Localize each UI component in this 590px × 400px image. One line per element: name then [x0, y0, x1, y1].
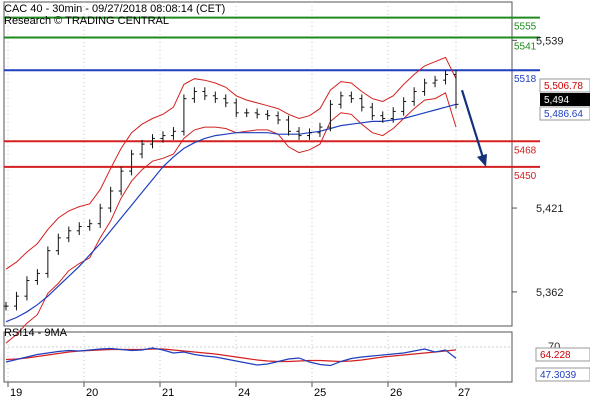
price-badge-value: 5,506.78 [544, 81, 583, 92]
grid-lines [7, 2, 457, 382]
price-bar [160, 131, 166, 143]
price-badge-box [540, 93, 590, 106]
price-bar [118, 166, 124, 196]
price-bar [223, 94, 229, 108]
price-bar [170, 127, 176, 140]
price-bar [66, 226, 72, 243]
y-tick-label: 5,421 [536, 203, 564, 215]
price-bar [87, 219, 93, 231]
price-bar [233, 98, 239, 118]
price-bar [3, 301, 9, 311]
x-tick-label: 27 [458, 387, 470, 399]
price-bar [24, 276, 30, 301]
price-badge-value: 5,494 [544, 95, 569, 106]
chart-title: CAC 40 - 30min - 09/27/2018 08:08:14 (CE… [4, 3, 225, 15]
price-bar [254, 108, 260, 119]
price-bar [181, 94, 187, 136]
y-tick-label: 5,539 [536, 35, 564, 47]
price-bar [443, 70, 449, 85]
price-bar [45, 246, 51, 278]
price-bar [390, 107, 396, 123]
x-tick-label: 20 [86, 387, 98, 399]
price-bar [150, 134, 156, 149]
y-tick-label: 5,362 [536, 287, 564, 299]
price-bar [108, 186, 114, 213]
rsi-badge-value: 47.3039 [540, 370, 577, 381]
price-bar [34, 269, 40, 285]
x-tick-label: 26 [390, 387, 402, 399]
date-axis: 19 20 21 24 25 26 27 [7, 382, 470, 399]
chart-frame [3, 1, 513, 383]
x-tick-label: 19 [10, 387, 22, 399]
price-axis: 5,539 5,421 5,362 5,506.78 5,494 5,486.64 [512, 35, 590, 299]
x-tick-label: 25 [314, 387, 326, 399]
price-bar [275, 111, 281, 125]
moving-average-line [5, 103, 457, 323]
forecast-arrow-head [477, 153, 487, 167]
forecast-arrow-shaft [460, 89, 486, 162]
price-bar [55, 233, 61, 255]
price-bar [13, 291, 19, 311]
price-bar [139, 139, 145, 159]
price-bar [202, 87, 208, 101]
price-panel-border [3, 1, 513, 327]
price-bar [338, 91, 344, 109]
rsi-panel-border [3, 331, 513, 383]
rsi-line [5, 347, 457, 367]
price-series [3, 56, 487, 344]
price-bar [401, 97, 407, 116]
price-bar [191, 87, 197, 103]
level-label-5555: 5555 [514, 22, 537, 33]
rsi-badge-value: 64.228 [540, 350, 571, 361]
price-bar [244, 108, 250, 118]
rsi-badge-box [535, 367, 590, 382]
price-bar [129, 149, 135, 176]
rsi-badge-box [535, 347, 590, 362]
level-label-5541: 5541 [514, 42, 537, 53]
rsi-label: RSI14 - 9MA [4, 327, 68, 339]
price-bar [327, 100, 333, 132]
price-bar [369, 102, 375, 120]
price-bar [97, 203, 103, 228]
x-tick-label: 21 [162, 387, 174, 399]
price-badge-value: 5,486.64 [544, 109, 583, 120]
level-label-5468: 5468 [514, 145, 537, 156]
price-bar [286, 115, 292, 136]
level-label-5450: 5450 [514, 171, 537, 182]
level-lines: 5555 5541 5518 5468 5450 [4, 16, 540, 182]
price-bar [317, 122, 323, 137]
price-bar [432, 75, 438, 88]
price-bar [348, 91, 354, 103]
chart-subtitle: Research © TRADING CENTRAL [4, 15, 169, 27]
price-bar [306, 128, 312, 140]
price-bar [411, 87, 417, 106]
price-badge-box [539, 106, 590, 121]
x-tick-label: 24 [238, 387, 250, 399]
bollinger-lower-line [5, 92, 457, 344]
level-label-5518: 5518 [514, 74, 537, 85]
price-bar [453, 70, 459, 109]
price-bar [296, 127, 302, 140]
bollinger-upper-line [5, 56, 457, 270]
price-badge-box [539, 78, 590, 93]
price-bar [212, 91, 218, 103]
price-bar [359, 94, 365, 112]
price-bar [265, 110, 271, 120]
price-bar [380, 111, 386, 123]
price-bar [76, 222, 82, 236]
price-bar [422, 78, 428, 96]
